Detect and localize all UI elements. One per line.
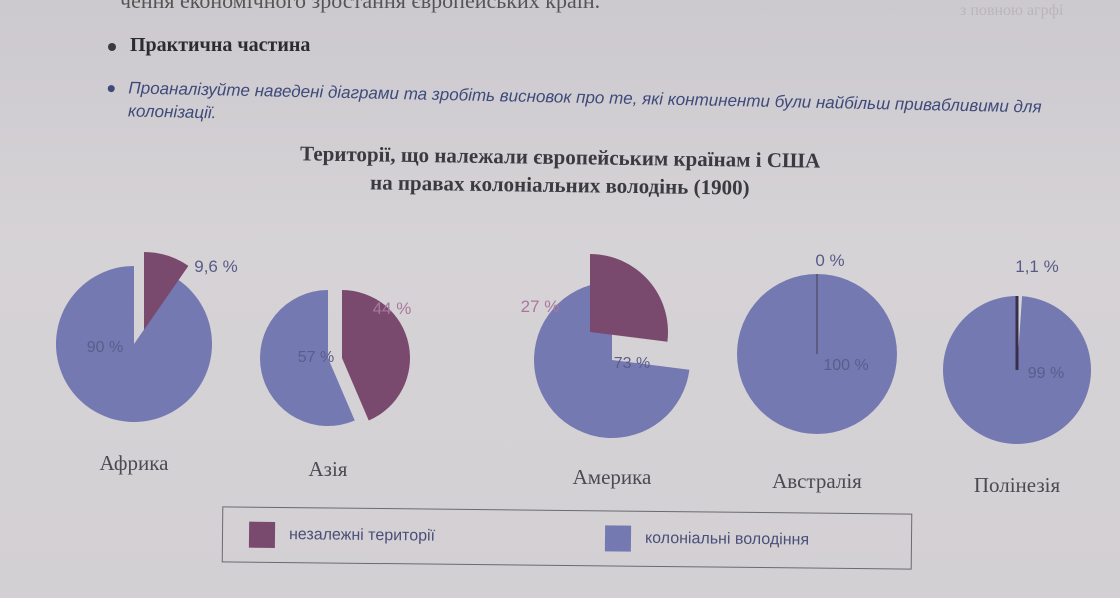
legend-label-colonial: колоніальні володіння: [644, 529, 810, 549]
colonial-slice: [55, 266, 212, 423]
practical-heading: Практична частина: [108, 34, 310, 57]
bullet-icon: [108, 43, 116, 51]
top-cut-text: чення економічного зростання європейськи…: [120, 0, 601, 13]
category-label: Австралія: [772, 469, 862, 493]
independent-slice: [590, 254, 668, 342]
independent-data-label: 0 %: [815, 251, 844, 270]
independent-data-label: 44 %: [373, 299, 412, 318]
legend-swatch-colonial: [604, 525, 632, 552]
category-label: Азія: [309, 457, 348, 481]
category-label: Америка: [573, 465, 652, 489]
legend-item-colonial: колоніальні володіння: [604, 525, 810, 553]
legend-item-independent: незалежні території: [248, 521, 436, 550]
legend-swatch-independent: [248, 521, 276, 548]
category-label: Полінезія: [974, 473, 1061, 497]
practical-label: Практична частина: [130, 34, 311, 56]
colonial-slice: [534, 282, 690, 438]
colonial-data-label: 90 %: [87, 339, 123, 356]
colonial-data-label: 57 %: [298, 349, 334, 366]
independent-slice: [144, 252, 189, 330]
colonial-data-label: 100 %: [823, 357, 868, 374]
independent-data-label: 1,1 %: [1015, 257, 1058, 276]
independent-slice: [342, 290, 411, 421]
legend: незалежні території колоніальні володінн…: [221, 506, 913, 570]
colonial-data-label: 99 %: [1028, 365, 1064, 382]
colonial-slice: [259, 290, 355, 426]
independent-data-label: 27 %: [521, 297, 560, 316]
colonial-data-label: 73 %: [614, 355, 650, 372]
legend-label-independent: незалежні території: [288, 526, 436, 545]
independent-data-label: 9,6 %: [194, 257, 237, 276]
category-label: Африка: [100, 451, 170, 475]
faded-margin-text: з повною агрфі: [960, 2, 1064, 19]
